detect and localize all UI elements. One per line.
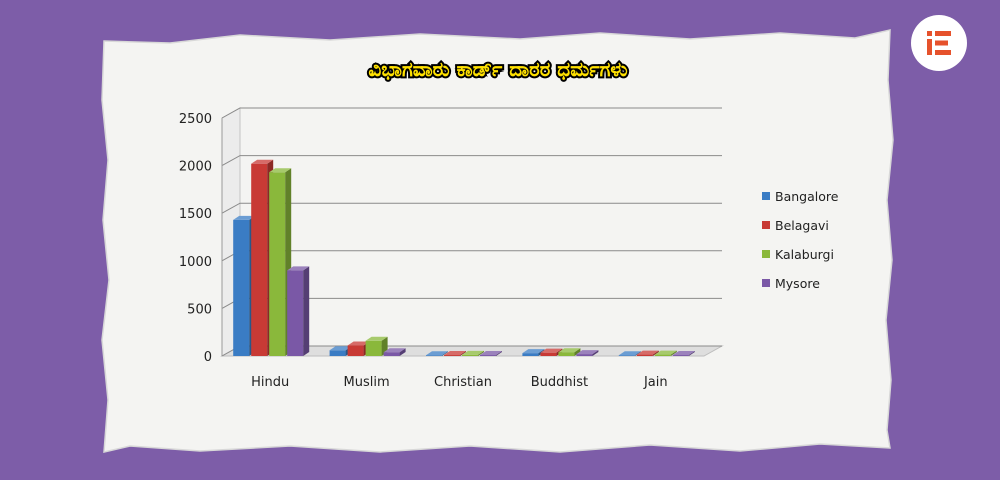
bar-front bbox=[540, 352, 557, 356]
bar-top bbox=[383, 348, 406, 353]
bar-side bbox=[634, 351, 641, 356]
bar-side bbox=[652, 350, 659, 356]
chart-title: ವಿಭಾಗವಾರು ಕಾರ್ಡ್ ದಾರರ ಧರ್ಮಗಳು bbox=[368, 57, 627, 81]
bar-front bbox=[329, 350, 346, 356]
x-tick-label: Buddhist bbox=[531, 375, 588, 390]
brand-logo bbox=[911, 15, 967, 71]
bar-top bbox=[233, 215, 256, 220]
bar bbox=[444, 351, 466, 356]
bar-top bbox=[540, 348, 563, 353]
legend: Bangalore Belagavi Kalaburgi Mysore bbox=[762, 189, 839, 291]
bar-top bbox=[287, 266, 310, 271]
bar-top bbox=[444, 351, 466, 356]
bar-top bbox=[576, 350, 599, 355]
bar-top bbox=[329, 346, 352, 351]
bar-side bbox=[478, 350, 484, 356]
legend-swatch bbox=[762, 221, 770, 229]
legend-swatch bbox=[762, 250, 770, 258]
bar-side bbox=[442, 351, 448, 356]
bar-front bbox=[636, 354, 653, 356]
y-tick-label: 2500 bbox=[179, 112, 212, 127]
gridline bbox=[221, 155, 722, 167]
brand-logo-icon bbox=[927, 31, 951, 55]
legend-label: Kalaburgi bbox=[775, 247, 834, 262]
bar-front bbox=[480, 355, 496, 356]
bar-side bbox=[592, 350, 599, 356]
bar-top bbox=[636, 350, 659, 355]
bar bbox=[576, 350, 599, 356]
bar-front bbox=[347, 345, 364, 356]
bar bbox=[636, 350, 659, 356]
bar-side bbox=[574, 348, 581, 356]
x-tick-label: Jain bbox=[643, 375, 668, 390]
legend-label: Bangalore bbox=[775, 189, 839, 204]
bar-front bbox=[672, 355, 689, 356]
bar bbox=[287, 266, 310, 356]
legend-swatch bbox=[762, 192, 770, 200]
bar-side bbox=[303, 266, 310, 356]
bar-top bbox=[251, 159, 274, 164]
legend-label: Belagavi bbox=[775, 218, 829, 233]
bar bbox=[383, 348, 406, 356]
bar-front bbox=[444, 355, 460, 356]
bar-side bbox=[688, 351, 695, 356]
bar-side bbox=[670, 350, 677, 356]
y-tick-label: 2000 bbox=[179, 160, 212, 175]
legend-label: Mysore bbox=[775, 276, 820, 291]
bar-top bbox=[618, 351, 641, 356]
bar-front bbox=[269, 172, 286, 356]
bar-front bbox=[558, 352, 575, 356]
bar-top bbox=[480, 351, 502, 356]
bar-front bbox=[383, 352, 400, 356]
bar-top bbox=[426, 351, 448, 356]
bar-top bbox=[462, 350, 484, 355]
bar-front bbox=[654, 354, 671, 356]
bar bbox=[672, 351, 695, 356]
y-tick-label: 1000 bbox=[179, 255, 212, 270]
gridline bbox=[221, 202, 722, 214]
bar-side bbox=[460, 351, 466, 356]
bar-top bbox=[558, 348, 581, 353]
bar-front bbox=[576, 354, 593, 356]
bar-side bbox=[496, 351, 502, 356]
bar-front bbox=[233, 219, 250, 356]
plot-area: 0 500 1000 1500 2000 2500 Hindu Muslim Christian… bbox=[179, 107, 724, 390]
bar-front bbox=[287, 270, 304, 356]
bar-top bbox=[522, 349, 545, 354]
gridline bbox=[221, 107, 722, 119]
bar bbox=[558, 348, 581, 356]
bar-side bbox=[399, 348, 406, 356]
x-tick-label: Muslim bbox=[344, 375, 390, 390]
bar-front bbox=[618, 355, 635, 356]
bar-front bbox=[462, 354, 478, 356]
bar-top bbox=[269, 168, 292, 173]
bar bbox=[480, 351, 502, 356]
y-tick-label: 1500 bbox=[179, 207, 212, 222]
y-tick-label: 0 bbox=[204, 350, 212, 365]
bar-front bbox=[251, 163, 268, 356]
gridline bbox=[221, 250, 722, 262]
bar-front bbox=[522, 353, 539, 356]
x-tick-label: Christian bbox=[434, 375, 492, 390]
bar-front bbox=[365, 340, 382, 356]
bar-top bbox=[347, 341, 370, 346]
x-tick-label: Hindu bbox=[251, 375, 289, 390]
legend-swatch bbox=[762, 279, 770, 287]
bar bbox=[618, 351, 641, 356]
bar-front bbox=[426, 355, 442, 356]
bar-top bbox=[672, 351, 695, 356]
bar bbox=[426, 351, 448, 356]
bar-top bbox=[654, 350, 677, 355]
bar bbox=[462, 350, 484, 356]
y-tick-label: 500 bbox=[187, 302, 212, 317]
bar bbox=[654, 350, 677, 356]
bar-top bbox=[365, 336, 388, 341]
